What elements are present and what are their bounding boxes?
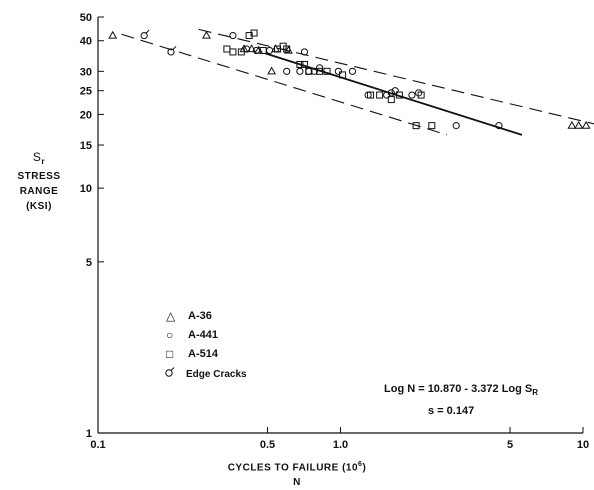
y-tick-label: 20 [80,109,92,121]
legend-item-a441: ○ A-441 [166,325,218,344]
square-point [323,67,331,75]
data-points [108,29,591,130]
edge-crack-point [167,45,177,56]
square-point [376,91,384,99]
square-point [316,67,324,75]
x-axis-title-exp: 6 [358,461,363,468]
legend-label-a36: A-36 [188,309,212,322]
triangle-point [201,30,211,39]
circle-point [408,91,416,99]
square-point [296,60,304,68]
y-tick-label: 30 [80,66,92,78]
edge-crack-circle [167,48,175,56]
triangle-point [574,120,584,129]
legend-label-a441: A-441 [188,328,218,341]
triangle-point [567,120,577,129]
square-point [283,45,291,53]
y-tick-label: 10 [80,183,92,195]
x-tick-label: 5 [507,439,513,451]
x-axis-title: CYCLES TO FAILURE (106) [0,461,594,473]
square-point [395,91,403,99]
x-axis-title-text: CYCLES TO FAILURE (10 [227,462,359,474]
square-point [250,29,258,37]
square-point [428,122,436,130]
legend-item-a514: □ A-514 [166,344,218,363]
triangle-point [267,66,277,75]
circle-point [452,122,460,130]
triangle-point [108,30,118,39]
triangle-icon: △ [166,308,176,323]
square-point [305,67,313,75]
square-point [367,91,375,99]
y-axis-line3: (KSI) [26,201,52,212]
square-point [223,45,231,53]
square-point [259,46,267,54]
legend-label-edge-cracks: Edge Cracks [186,369,247,380]
x-tick-label: 10 [577,439,589,451]
y-tick-label: 25 [80,86,92,98]
y-axis-title: Sr STRESS RANGE (KSI) [16,150,62,214]
x-tick-label: 0.5 [260,439,275,451]
y-tick-label: 5 [86,257,92,269]
edge-crack-tick [145,29,150,34]
upper-confidence-line [198,28,594,125]
circle-point [391,87,399,95]
circle-point [364,91,372,99]
legend-item-edge-cracks: Edge Cracks [164,366,247,380]
circle-point [495,122,503,130]
circle-point [310,67,318,75]
edge-crack-tick [172,45,177,50]
square-point [339,71,347,79]
lower-confidence-line [121,33,448,136]
square-point [229,48,237,56]
legend-label-a514: A-514 [188,347,218,360]
y-tick-label: 40 [80,36,92,48]
regression-formula: Log N = 10.870 - 3.372 Log S [384,383,533,395]
circle-point [296,67,304,75]
circle-point [252,46,261,55]
regression-lines [121,28,594,136]
x-tick-label: 1.0 [333,439,348,451]
edge-crack-icon [164,366,186,380]
circle-point [383,91,391,99]
triangle-point [581,120,591,129]
edge-crack-point [140,29,150,40]
y-tick-label: 50 [80,12,92,24]
circle-point [229,31,237,40]
y-axis-symbol: S [32,150,42,164]
square-point [387,96,395,104]
square-point [300,60,308,68]
y-tick-label: 1 [86,428,92,440]
circle-icon: ○ [166,327,174,342]
y-axis-symbol-sub: r [41,156,46,166]
y-axis-line1: STRESS [17,171,61,182]
y-tick-label: 15 [80,140,92,152]
circle-point [265,46,274,55]
regression-equation: Log N = 10.870 - 3.372 Log SR s = 0.147 [384,380,538,420]
regression-formula-sub: R [532,388,539,398]
square-icon: □ [166,346,174,361]
square-point [417,91,425,99]
legend: △ A-36 ○ A-441 □ A-514 Edge Cracks [165,306,247,380]
circle-point [334,67,342,75]
x-axis-title-close: ) [362,462,367,474]
square-point [412,122,420,130]
legend-item-a36: △ A-36 [166,306,218,325]
circle-point [283,67,291,75]
x-axis-variable: N [293,477,301,488]
y-axis-line2: RANGE [19,186,59,197]
x-tick-label: 0.1 [90,439,105,451]
circle-point [300,48,309,56]
triangle-point [283,45,293,54]
edge-crack-circle [140,31,148,40]
regression-std: s = 0.147 [428,405,475,418]
square-point [237,48,245,56]
circle-point [348,67,357,75]
mean-regression-line [265,52,523,136]
circle-point [415,89,423,97]
circle-point [387,89,395,97]
